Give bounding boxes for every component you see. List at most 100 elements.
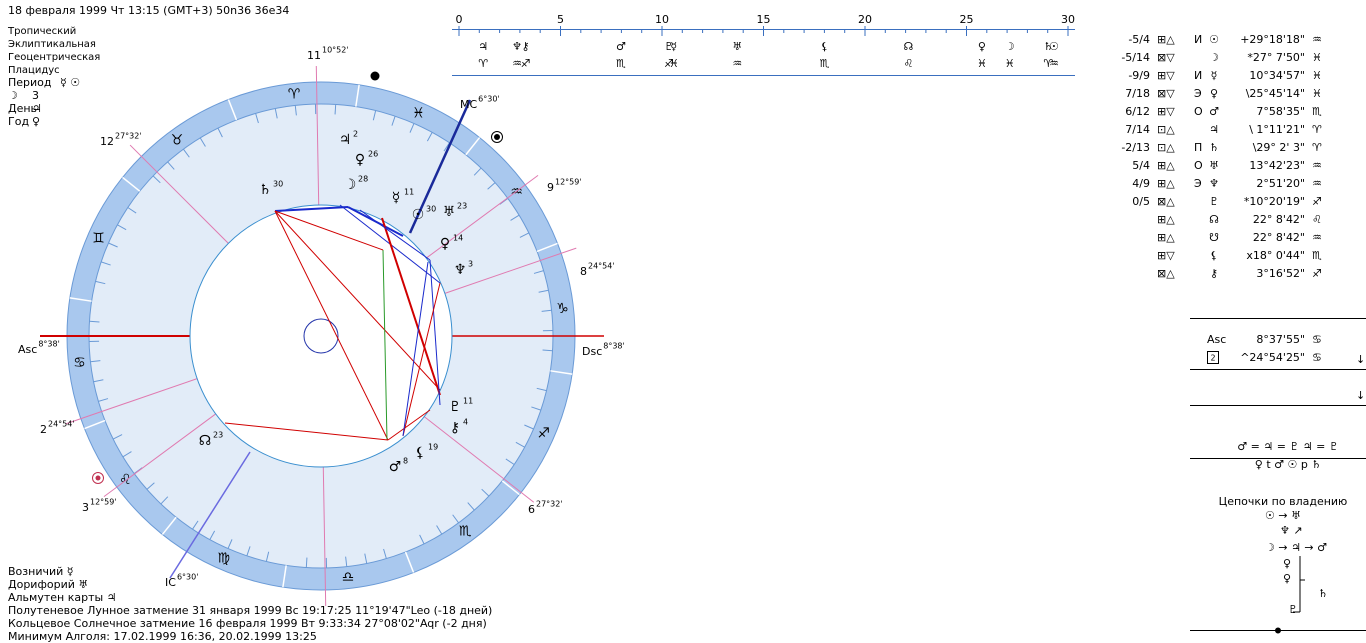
timeline-planet: ♄ [1043, 40, 1053, 53]
ruler-label: День [8, 102, 37, 115]
sign-divider [227, 99, 238, 121]
planet-glyph: ☿ [392, 190, 401, 206]
degree-tick [112, 434, 123, 440]
degree-tick [167, 161, 175, 170]
ratio: -2/13 [1121, 141, 1150, 154]
setting: Эклиптикальная [8, 39, 96, 50]
house-line [322, 466, 327, 606]
timeline-planet: ♆ [512, 40, 522, 53]
degree-tick [519, 232, 530, 238]
timeline-tick-label: 0 [456, 13, 463, 26]
degree-tick [538, 289, 549, 293]
angle-sign: ♋ [1312, 333, 1322, 346]
aspect-marks: ⊞▽ [1157, 105, 1175, 118]
degree-tick [541, 309, 552, 312]
timeline-sign: ♏ [616, 57, 626, 70]
zodiac-sign: ♓ [412, 105, 425, 121]
degree-tick [294, 105, 297, 116]
planet: ☿ [1211, 69, 1218, 82]
zodiac-sign: ♑ [556, 301, 569, 317]
position: 22° 8'42" [1253, 213, 1305, 226]
degree-tick [160, 496, 169, 505]
planet-degree: 4 [463, 418, 468, 427]
degree-tick [183, 148, 190, 158]
formula: ♀ t ♂ ☉ p ♄ [1255, 458, 1321, 471]
chain-line: ☽ → ♃ → ♂ [1265, 541, 1327, 554]
timeline-planet: ♀ [978, 40, 986, 53]
timeline-planet: ☽ [1005, 40, 1015, 53]
degree-tick [481, 488, 490, 497]
letter: О [1194, 105, 1203, 118]
planet-degree: 11 [404, 188, 414, 197]
cusp-label: 3 [82, 501, 89, 514]
position: \29° 2' 3" [1253, 141, 1305, 154]
zodiac-sign: ♊ [92, 231, 105, 247]
cusp-degree: 24°54' [588, 262, 615, 271]
position: \25°45'14" [1246, 87, 1305, 100]
planet-glyph: ♇ [449, 399, 462, 415]
aspect-line [381, 217, 441, 396]
sign: ♈ [1312, 123, 1322, 136]
sign: ♏ [1312, 249, 1322, 262]
position: +29°18'18" [1240, 33, 1305, 46]
degree-tick [419, 534, 425, 545]
planet-degree: 19 [428, 443, 438, 452]
footer-line: Возничий ☿ [8, 565, 74, 578]
position: 2°51'20" [1256, 177, 1305, 190]
aspect-line [402, 282, 441, 437]
sign: ♒ [1312, 33, 1322, 46]
ratio: -5/14 [1121, 51, 1150, 64]
planet-degree: 3 [468, 260, 473, 269]
planet: ♀ [1210, 87, 1218, 100]
house-line [444, 247, 577, 294]
planet: ♆ [1209, 177, 1219, 190]
cusp-degree: 10°52' [322, 46, 349, 55]
planet: ⚸ [1210, 249, 1218, 262]
degree-tick [265, 551, 270, 562]
zodiac-sign: ♎ [342, 569, 355, 585]
cusp-label: IC [165, 576, 176, 589]
zodiac-sign: ♋ [73, 355, 86, 371]
sign: ♒ [1312, 231, 1322, 244]
timeline-planet: ☊ [904, 40, 914, 53]
degree-tick [499, 198, 509, 205]
aspect-marks: ⊞△ [1157, 33, 1175, 46]
timeline-tick-label: 15 [757, 13, 771, 26]
house-line [129, 144, 229, 244]
header-datetime: 18 февраля 1999 Чт 13:15 (GMT+3) 50n36 3… [8, 4, 289, 17]
sign: ♌ [1312, 213, 1322, 226]
chains-title: Цепочки по владению [1219, 495, 1348, 508]
cusp-label: 8 [580, 265, 587, 278]
degree-tick [255, 113, 259, 124]
cusp-label: 11 [307, 49, 321, 62]
degree-tick [473, 167, 482, 176]
planet-degree: 2 [353, 130, 358, 139]
marker [95, 475, 101, 481]
chain-line: ♆ ↗ [1280, 524, 1303, 537]
mc-axis [408, 99, 472, 234]
aspect-marks: ⊠▽ [1157, 87, 1175, 100]
degree-tick [533, 270, 544, 274]
degree-tick [227, 539, 233, 549]
timeline-planet: ♅ [732, 40, 742, 53]
degree-tick [409, 123, 415, 133]
cusp-label: 12 [100, 135, 114, 148]
letter: И [1194, 33, 1202, 46]
sign-divider [501, 480, 520, 496]
position: *27° 7'50" [1247, 51, 1305, 64]
sign-divider [161, 516, 177, 535]
position: *10°20'19" [1244, 195, 1305, 208]
timeline-planet: ☉ [1049, 40, 1059, 53]
sign-divider [550, 370, 573, 375]
angle-position: ^24°54'25" [1240, 351, 1305, 364]
degree-tick [383, 548, 387, 559]
timeline-planet: ☿ [670, 40, 677, 53]
degree-tick [542, 349, 553, 352]
sign: ♐ [1312, 267, 1322, 280]
zodiac-sign: ♏ [459, 524, 472, 540]
planet-degree: 8 [403, 457, 408, 466]
footer-line: Минимум Алголя: 17.02.1999 16:36, 20.02.… [8, 630, 317, 643]
planet-degree: 26 [368, 150, 378, 159]
zodiac-sign: ♐ [537, 425, 550, 441]
planet-glyph: ♅ [443, 204, 456, 220]
